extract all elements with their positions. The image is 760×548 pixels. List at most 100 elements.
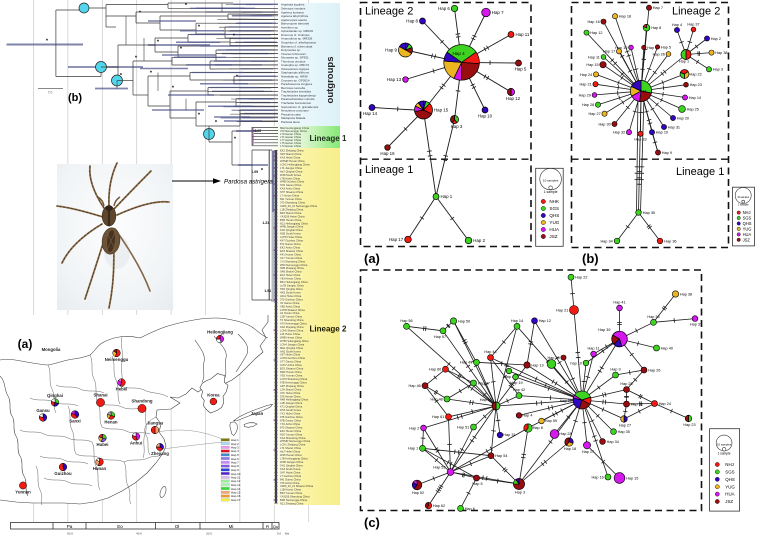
svg-text:LCH7 Anhui China: LCH7 Anhui China: [280, 363, 302, 367]
svg-text:Hap 23: Hap 23: [683, 423, 695, 427]
svg-text:10 samples: 10 samples: [737, 197, 750, 199]
svg-text:LCH9 Guizhou China: LCH9 Guizhou China: [280, 356, 305, 360]
svg-text:Hap 31: Hap 31: [668, 125, 680, 129]
svg-text:NHJ: NHJ: [743, 210, 751, 215]
svg-text:NHK: NHK: [549, 199, 560, 204]
svg-text:975 Henan China: 975 Henan China: [280, 394, 301, 398]
svg-text:(a): (a): [364, 251, 380, 266]
svg-text:Hap 2: Hap 2: [473, 238, 485, 243]
svg-text:Pardosa astrigera: Pardosa astrigera: [224, 178, 273, 185]
svg-text:1.09: 1.09: [251, 170, 258, 174]
svg-text:Lineage 2: Lineage 2: [365, 6, 413, 18]
svg-text:W7B Heilongjiang China: W7B Heilongjiang China: [280, 339, 309, 343]
svg-text:Hap 26: Hap 26: [653, 52, 665, 56]
svg-text:Hap 34: Hap 34: [607, 440, 619, 444]
svg-text:W4B Jiangsu China: W4B Jiangsu China: [280, 225, 304, 229]
svg-text:Gansu: Gansu: [36, 408, 50, 413]
svg-text:Mongolia: Mongolia: [42, 347, 61, 352]
svg-text:KA3 Hebei China: KA3 Hebei China: [280, 156, 301, 160]
svg-text:W48 South Korea: W48 South Korea: [280, 173, 301, 177]
svg-text:W9B Henan China: W9B Henan China: [280, 335, 302, 339]
svg-text:Hubei: Hubei: [97, 442, 109, 447]
svg-text:KA3 Shandong China: KA3 Shandong China: [280, 436, 306, 440]
svg-text:Hap 17: Hap 17: [389, 237, 404, 242]
svg-text:LCH3 Shandong China: LCH3 Shandong China: [280, 377, 308, 381]
svg-text:Hap 37: Hap 37: [687, 23, 699, 27]
svg-text:40.0: 40.0: [136, 532, 142, 536]
svg-text:Ol: Ol: [175, 524, 180, 529]
svg-text:Jiangsu: Jiangsu: [147, 420, 164, 425]
svg-text:VB2 Anhui China: VB2 Anhui China: [280, 304, 300, 308]
svg-text:A011 Hubei China: A011 Hubei China: [280, 294, 302, 298]
svg-text:1 sample: 1 sample: [738, 202, 749, 206]
svg-text:Y83 Henan China: Y83 Henan China: [280, 277, 301, 281]
svg-text:K41 Hunan China: K41 Hunan China: [280, 252, 301, 256]
svg-text:YX1 Hubei China: YX1 Hubei China: [280, 412, 301, 416]
svg-text:Hap 36: Hap 36: [664, 240, 676, 244]
svg-text:VS5 Yunnan China: VS5 Yunnan China: [280, 374, 303, 378]
svg-text:Hap 32: Hap 32: [631, 402, 643, 406]
svg-text:N2B South Korea: N2B South Korea: [280, 232, 301, 236]
svg-text:Hap 10: Hap 10: [478, 114, 493, 119]
svg-text:L2H Shanxi China: L2H Shanxi China: [280, 387, 302, 391]
svg-text:L74 Jiangsu China: L74 Jiangsu China: [280, 166, 302, 170]
svg-text:Hap 7: Hap 7: [492, 10, 504, 15]
svg-text:Hap 8: Hap 8: [651, 26, 661, 30]
svg-text:WXMR Neimenggu China: WXMR Neimenggu China: [280, 439, 311, 443]
svg-text:Hap 32: Hap 32: [613, 131, 625, 135]
svg-text:BZ3 Yunnan China: BZ3 Yunnan China: [280, 491, 303, 495]
svg-text:Hap 60: Hap 60: [429, 368, 441, 372]
svg-text:Hap 50: Hap 50: [458, 319, 470, 323]
svg-text:Hap 46: Hap 46: [409, 384, 421, 388]
svg-text:Hap 5: Hap 5: [661, 45, 671, 49]
svg-text:841 Yunnan China: 841 Yunnan China: [280, 197, 302, 201]
svg-text:BD5 Neimenggu China: BD5 Neimenggu China: [280, 498, 308, 502]
svg-text:K71 Qinghai China: K71 Qinghai China: [280, 405, 303, 409]
svg-text:L1B Hunan China: L1B Hunan China: [280, 488, 301, 492]
svg-text:Hap 6: Hap 6: [465, 507, 475, 511]
svg-text:Neimenggu: Neimenggu: [105, 357, 129, 362]
svg-text:EK2 Zhejiang China: EK2 Zhejiang China: [280, 149, 304, 153]
svg-text:Hap 8: Hap 8: [533, 426, 543, 430]
svg-text:Hap 11: Hap 11: [516, 32, 530, 37]
svg-text:1.91: 1.91: [264, 289, 271, 293]
svg-text:Hap 5: Hap 5: [472, 482, 482, 486]
svg-text:Lineage 1: Lineage 1: [310, 134, 347, 143]
svg-text:Hap 28: Hap 28: [582, 103, 594, 107]
svg-text:N21 Zhejiang China: N21 Zhejiang China: [280, 502, 304, 506]
svg-text:HK5 South Korea: HK5 South Korea: [280, 291, 301, 295]
svg-text:KA5 Qinghai China: KA5 Qinghai China: [280, 228, 303, 232]
svg-text:YUG: YUG: [549, 220, 559, 225]
svg-text:Hap 16: Hap 16: [587, 20, 599, 24]
svg-text:LCH1 Zhejiang China: LCH1 Zhejiang China: [280, 443, 306, 447]
svg-text:DH4 South Korea: DH4 South Korea: [280, 408, 301, 412]
svg-text:Hap 54: Hap 54: [495, 454, 507, 458]
svg-text:N4B Zhejiang China: N4B Zhejiang China: [280, 266, 304, 270]
svg-text:0.0: 0.0: [277, 532, 282, 536]
svg-text:Hap 40: Hap 40: [661, 346, 673, 350]
svg-text:L7 Guizhou China: L7 Guizhou China: [280, 474, 302, 478]
svg-text:841 Gansu China: 841 Gansu China: [280, 477, 301, 481]
svg-text:LCH8 Shaanxi China: LCH8 Shaanxi China: [280, 308, 305, 312]
svg-text:Hap 53: Hap 53: [433, 466, 445, 470]
svg-text:Hap 16: Hap 16: [380, 151, 395, 156]
svg-text:Hap 19: Hap 19: [510, 381, 522, 385]
svg-text:Hap 24: Hap 24: [659, 402, 671, 406]
svg-text:Hap 24: Hap 24: [580, 73, 592, 77]
svg-text:N21 Heilongjiang China: N21 Heilongjiang China: [280, 221, 308, 225]
svg-text:10 samples: 10 samples: [543, 179, 559, 183]
svg-text:Pl: Pl: [266, 524, 270, 529]
svg-text:SGS: SGS: [725, 470, 734, 475]
svg-text:L73 Henan China: L73 Henan China: [280, 144, 301, 148]
svg-text:Hap 4: Hap 4: [452, 51, 465, 56]
svg-text:KA3 South Korea: KA3 South Korea: [280, 467, 301, 471]
svg-text:Hap 35: Hap 35: [618, 430, 630, 434]
svg-text:1 sample: 1 sample: [544, 190, 558, 194]
svg-text:Korea: Korea: [207, 392, 220, 397]
svg-text:HUA: HUA: [725, 492, 734, 497]
svg-text:Mi: Mi: [229, 524, 234, 529]
svg-text:Hap 21: Hap 21: [556, 308, 568, 312]
svg-text:0.98: 0.98: [254, 129, 261, 133]
svg-text:Hap 1: Hap 1: [679, 60, 689, 64]
svg-text:SH1 Qinghai China: SH1 Qinghai China: [280, 464, 303, 468]
